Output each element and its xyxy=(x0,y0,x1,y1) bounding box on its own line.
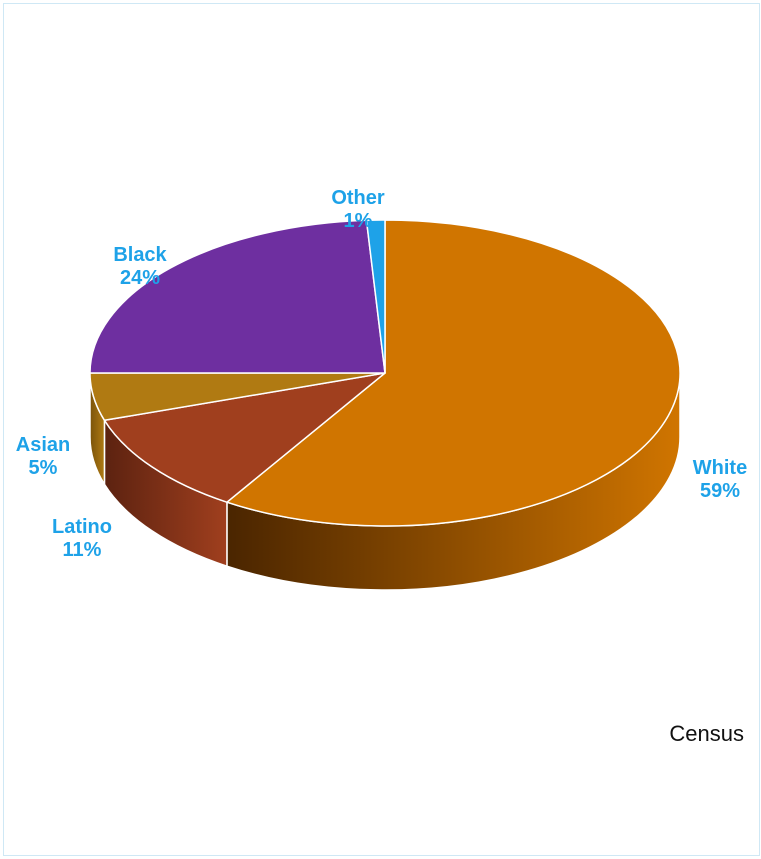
pie-slice-latino xyxy=(103,372,386,503)
data-label-white: White 59% xyxy=(693,457,747,502)
data-label-black-value: 24% xyxy=(120,267,160,289)
data-label-other: Other 1% xyxy=(331,187,385,232)
pie-tops xyxy=(89,219,681,527)
source-note: Census xyxy=(669,721,744,746)
data-label-white-value: 59% xyxy=(700,480,740,502)
data-label-black: Black 24% xyxy=(113,244,167,289)
data-label-latino-category: Latino xyxy=(52,516,112,538)
data-label-other-value: 1% xyxy=(344,210,373,232)
pie-labels: White 59% Latino 11% Asian 5% Black 24% Other 1% xyxy=(16,187,747,561)
data-label-latino: Latino 11% xyxy=(52,516,112,561)
pie-slice-other xyxy=(365,219,386,374)
pie-slice-black xyxy=(89,219,386,374)
data-label-latino-value: 11% xyxy=(63,539,102,561)
data-label-white-category: White xyxy=(693,457,747,479)
data-label-asian-category: Asian xyxy=(16,434,70,456)
data-label-asian-value: 5% xyxy=(29,457,58,479)
pie-slice-white xyxy=(226,219,681,527)
data-label-black-category: Black xyxy=(113,244,167,266)
data-label-asian: Asian 5% xyxy=(16,434,70,479)
data-label-other-category: Other xyxy=(331,187,385,209)
